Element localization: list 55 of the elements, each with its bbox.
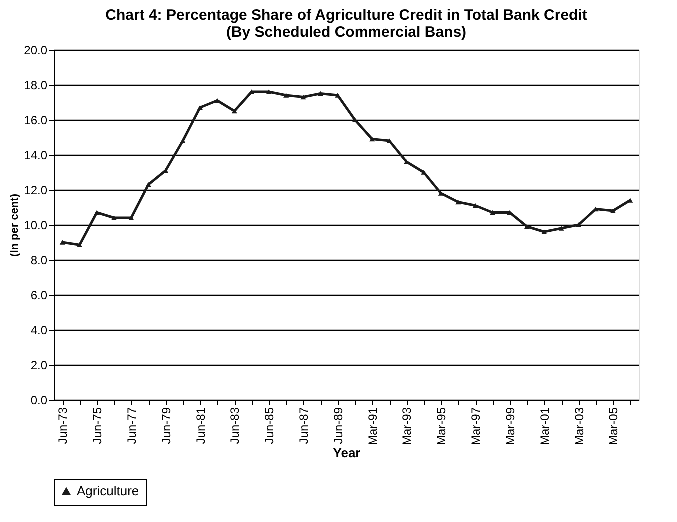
x-tick-label: Mar-95	[434, 407, 449, 446]
y-tick-label: 16.0	[24, 114, 48, 128]
point	[300, 94, 306, 100]
x-tick-label: Jun-73	[56, 407, 70, 444]
y-tick-label: 12.0	[24, 184, 48, 198]
y-tick-label: 14.0	[24, 148, 48, 162]
point	[94, 210, 100, 216]
x-tick-label: Mar-91	[366, 407, 380, 446]
y-tick-label: 8.0	[30, 254, 48, 268]
y-tick-label: 20.0	[24, 44, 48, 58]
point	[456, 200, 462, 205]
x-tick-label: Jun-75	[90, 407, 105, 444]
x-tick-label: Jun-77	[124, 407, 139, 444]
y-tick-label: 10.0	[24, 218, 48, 232]
x-tick-label: Jun-81	[194, 407, 208, 444]
y-tick-label: 2.0	[30, 358, 48, 372]
point	[77, 242, 83, 248]
x-tick-label: Mar-93	[400, 407, 414, 446]
chart-title: Chart 4: Percentage Share of Agriculture Credit in Total Bank Credit (By Scheduled Commercial Bans)	[106, 7, 588, 41]
point	[284, 93, 290, 98]
y-tick-label: 4.0	[30, 324, 48, 338]
point	[542, 230, 548, 234]
legend-label: Agriculture	[77, 484, 140, 498]
point	[610, 208, 616, 214]
x-tick-label: Mar-97	[469, 407, 484, 446]
x-tick-label: Jun-83	[228, 407, 242, 444]
point	[576, 222, 582, 228]
point	[180, 138, 186, 144]
point	[558, 226, 564, 231]
point	[472, 203, 478, 208]
point	[266, 90, 272, 94]
point	[198, 105, 203, 110]
x-axis-title: Year	[333, 446, 361, 461]
point	[232, 108, 238, 114]
x-tick-label: Mar-05	[606, 407, 621, 446]
point	[146, 182, 152, 188]
y-tick-label: 0.0	[30, 394, 48, 408]
x-tick-label: Jun-87	[296, 407, 311, 444]
point	[60, 240, 66, 245]
x-tick-label: Mar-99	[503, 407, 518, 446]
point	[524, 224, 530, 230]
point	[370, 136, 376, 142]
point	[111, 216, 117, 220]
x-tick-label: Jun-89	[331, 407, 346, 444]
y-axis-title: (In per cent)	[9, 194, 22, 257]
x-tick-label: Jun-79	[159, 407, 174, 444]
point	[438, 191, 444, 196]
point	[490, 210, 496, 216]
y-tick-label: 18.0	[24, 78, 48, 92]
point	[128, 216, 134, 220]
x-tick-label: Jun-85	[262, 407, 277, 444]
point	[318, 91, 324, 96]
x-tick-label: Mar-01	[538, 407, 552, 446]
y-tick-label: 6.0	[30, 288, 48, 302]
x-tick-label: Mar-03	[572, 407, 586, 446]
